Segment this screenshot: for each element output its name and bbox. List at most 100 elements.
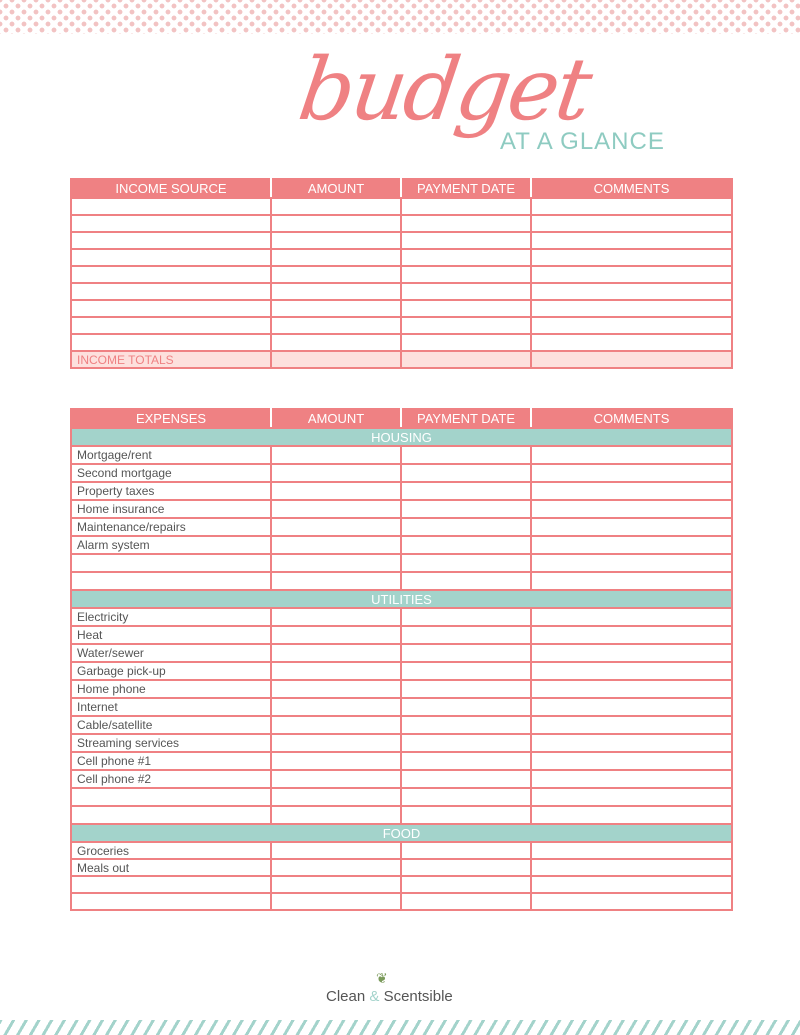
comments-cell[interactable] [530,751,733,771]
comments-cell[interactable] [530,265,733,284]
amount-cell[interactable] [270,875,402,894]
amount-cell[interactable] [270,841,402,860]
expense-label[interactable] [70,787,272,807]
payment-date-cell[interactable] [400,715,532,735]
total-payment-date-cell[interactable] [400,350,532,369]
comments-cell[interactable] [530,733,733,753]
payment-date-cell[interactable] [400,248,532,267]
amount-cell[interactable] [270,265,402,284]
payment-date-cell[interactable] [400,333,532,352]
payment-date-cell[interactable] [400,517,532,537]
amount-cell[interactable] [270,697,402,717]
payment-date-cell[interactable] [400,571,532,591]
amount-cell[interactable] [270,535,402,555]
amount-cell[interactable] [270,445,402,465]
amount-cell[interactable] [270,715,402,735]
expense-label[interactable] [70,892,272,911]
payment-date-cell[interactable] [400,661,532,681]
payment-date-cell[interactable] [400,643,532,663]
amount-cell[interactable] [270,299,402,318]
amount-cell[interactable] [270,499,402,519]
comments-cell[interactable] [530,517,733,537]
expense-label[interactable] [70,875,272,894]
payment-date-cell[interactable] [400,892,532,911]
source-cell[interactable] [70,214,272,233]
payment-date-cell[interactable] [400,231,532,250]
amount-cell[interactable] [270,661,402,681]
comments-cell[interactable] [530,697,733,717]
payment-date-cell[interactable] [400,733,532,753]
amount-cell[interactable] [270,282,402,301]
comments-cell[interactable] [530,858,733,877]
amount-cell[interactable] [270,769,402,789]
amount-cell[interactable] [270,553,402,573]
comments-cell[interactable] [530,499,733,519]
comments-cell[interactable] [530,679,733,699]
source-cell[interactable] [70,231,272,250]
comments-cell[interactable] [530,299,733,318]
amount-cell[interactable] [270,858,402,877]
comments-cell[interactable] [530,282,733,301]
payment-date-cell[interactable] [400,445,532,465]
comments-cell[interactable] [530,316,733,335]
amount-cell[interactable] [270,751,402,771]
amount-cell[interactable] [270,787,402,807]
comments-cell[interactable] [530,661,733,681]
comments-cell[interactable] [530,787,733,807]
payment-date-cell[interactable] [400,787,532,807]
amount-cell[interactable] [270,607,402,627]
comments-cell[interactable] [530,214,733,233]
amount-cell[interactable] [270,805,402,825]
source-cell[interactable] [70,333,272,352]
amount-cell[interactable] [270,248,402,267]
comments-cell[interactable] [530,197,733,216]
comments-cell[interactable] [530,875,733,894]
payment-date-cell[interactable] [400,463,532,483]
payment-date-cell[interactable] [400,282,532,301]
payment-date-cell[interactable] [400,265,532,284]
amount-cell[interactable] [270,679,402,699]
comments-cell[interactable] [530,445,733,465]
comments-cell[interactable] [530,769,733,789]
payment-date-cell[interactable] [400,535,532,555]
comments-cell[interactable] [530,571,733,591]
source-cell[interactable] [70,248,272,267]
source-cell[interactable] [70,299,272,318]
payment-date-cell[interactable] [400,197,532,216]
comments-cell[interactable] [530,607,733,627]
total-comments-cell[interactable] [530,350,733,369]
comments-cell[interactable] [530,481,733,501]
amount-cell[interactable] [270,892,402,911]
payment-date-cell[interactable] [400,299,532,318]
comments-cell[interactable] [530,553,733,573]
payment-date-cell[interactable] [400,214,532,233]
total-amount-cell[interactable] [270,350,402,369]
comments-cell[interactable] [530,643,733,663]
payment-date-cell[interactable] [400,316,532,335]
comments-cell[interactable] [530,625,733,645]
amount-cell[interactable] [270,571,402,591]
comments-cell[interactable] [530,715,733,735]
payment-date-cell[interactable] [400,805,532,825]
comments-cell[interactable] [530,231,733,250]
comments-cell[interactable] [530,463,733,483]
amount-cell[interactable] [270,316,402,335]
payment-date-cell[interactable] [400,751,532,771]
amount-cell[interactable] [270,197,402,216]
source-cell[interactable] [70,197,272,216]
amount-cell[interactable] [270,214,402,233]
amount-cell[interactable] [270,625,402,645]
payment-date-cell[interactable] [400,841,532,860]
expense-label[interactable] [70,805,272,825]
amount-cell[interactable] [270,517,402,537]
amount-cell[interactable] [270,333,402,352]
amount-cell[interactable] [270,733,402,753]
source-cell[interactable] [70,265,272,284]
payment-date-cell[interactable] [400,499,532,519]
comments-cell[interactable] [530,333,733,352]
source-cell[interactable] [70,316,272,335]
payment-date-cell[interactable] [400,858,532,877]
expense-label[interactable] [70,571,272,591]
amount-cell[interactable] [270,463,402,483]
payment-date-cell[interactable] [400,769,532,789]
